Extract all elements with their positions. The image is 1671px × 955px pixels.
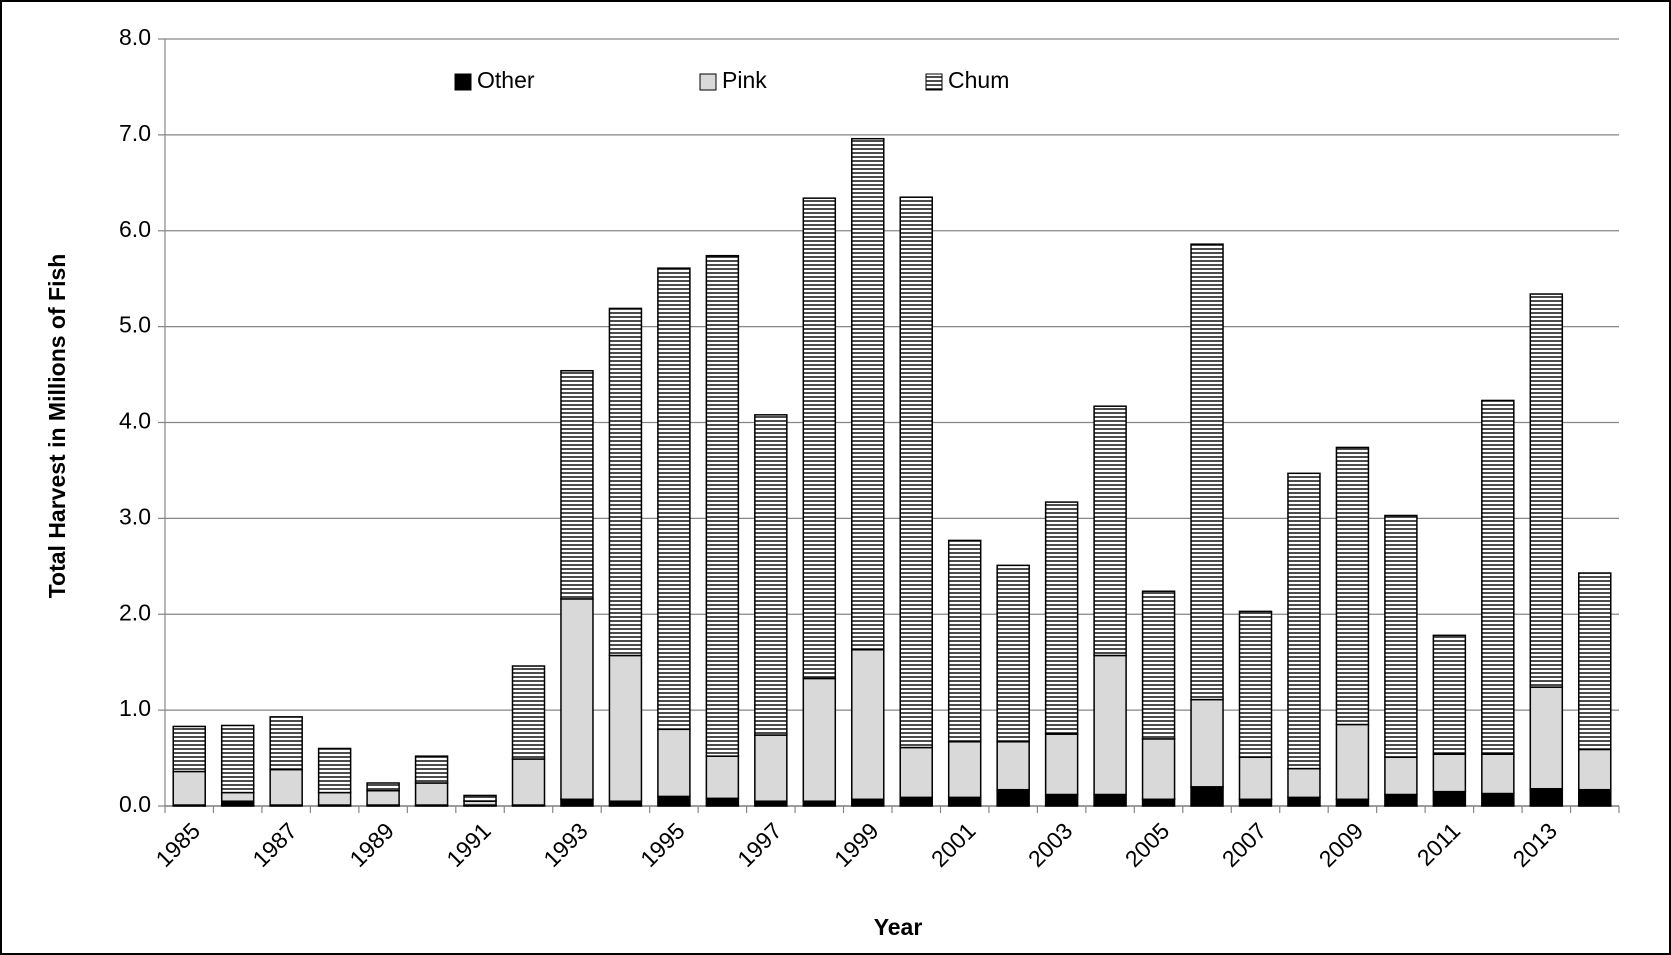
bar-segment (1578, 748, 1612, 791)
bar-segment (317, 791, 352, 806)
legend-swatch (699, 73, 717, 91)
bar-segment (1093, 405, 1127, 657)
bar-segment (1432, 790, 1467, 807)
bar-segment (414, 782, 449, 806)
bar-segment (1432, 753, 1467, 793)
bar-segment (220, 791, 255, 802)
bar-segment (1384, 756, 1418, 796)
bar-segment (1384, 514, 1418, 758)
bar-segment (754, 734, 788, 802)
bar-segment (851, 137, 885, 651)
legend-label: Pink (722, 67, 767, 93)
bar-segment (1432, 634, 1467, 755)
bar-segment (1335, 798, 1370, 807)
bar-segment (1578, 572, 1612, 751)
bar-segment (996, 788, 1030, 807)
bar-segment (317, 747, 352, 794)
bar-segment (705, 797, 740, 807)
bar-segment (560, 598, 594, 801)
bar-segment (1190, 243, 1224, 701)
bar-segment (172, 725, 206, 773)
bar-segment (1481, 399, 1515, 755)
bar-segment (996, 564, 1030, 743)
bar-segment (899, 746, 933, 799)
bar-segment (1190, 786, 1224, 807)
legend-swatch (454, 73, 472, 91)
bar-segment (1238, 756, 1273, 801)
bar-segment (220, 724, 255, 794)
bar-segment (511, 665, 546, 760)
bar-segment (754, 414, 788, 736)
y-tick-label: 1.0 (119, 695, 151, 721)
y-tick-label: 4.0 (119, 408, 151, 434)
y-tick-label: 6.0 (119, 216, 151, 242)
legend-label: Chum (948, 67, 1009, 93)
bar-segment (414, 755, 449, 784)
bar-segment (1190, 698, 1224, 788)
bar-segment (1529, 686, 1564, 790)
bar-segment (1481, 792, 1515, 807)
bar-segment (608, 654, 643, 802)
bar-segment (899, 796, 933, 807)
y-tick-label: 5.0 (119, 312, 151, 338)
bar-segment (705, 254, 740, 757)
bar-segment (657, 795, 691, 807)
legend-swatch (925, 73, 943, 91)
bar-segment (802, 197, 837, 680)
bar-segment (1093, 654, 1127, 796)
bar-segment (1044, 733, 1079, 796)
bar-segment (705, 755, 740, 800)
bar-segment (463, 794, 497, 802)
bar-segment (947, 796, 982, 807)
bar-segment (1287, 472, 1321, 770)
bar-segment (1384, 793, 1418, 807)
bar-segment (1093, 793, 1127, 807)
bar-segment (1141, 798, 1176, 807)
bar-segment (269, 768, 303, 806)
bar-segment (1529, 787, 1564, 807)
y-tick-label: 0.0 (119, 791, 151, 817)
bar-segment (1044, 501, 1079, 735)
bar-segment (608, 307, 643, 657)
bar-segment (1141, 738, 1176, 801)
bar-segment (947, 539, 982, 743)
bar-segment (1287, 796, 1321, 807)
bar-segment (996, 741, 1030, 791)
bar-segment (366, 789, 400, 806)
bar-segment (851, 648, 885, 801)
bar-segment (366, 782, 400, 792)
bar-segment (1529, 293, 1564, 688)
bar-segment (947, 741, 982, 799)
bar-segment (1287, 767, 1321, 799)
bar-segment (851, 798, 885, 807)
legend-label: Other (477, 67, 535, 93)
y-axis-title: Total Harvest in Millions of Fish (44, 254, 70, 599)
bar-segment (172, 770, 206, 806)
bar-segment (1335, 723, 1370, 801)
bar-segment (511, 758, 546, 806)
bar-segment (1238, 610, 1273, 758)
y-tick-label: 7.0 (119, 120, 151, 146)
bar-segment (657, 267, 691, 731)
y-tick-label: 3.0 (119, 503, 151, 529)
y-tick-label: 2.0 (119, 599, 151, 625)
bar-segment (802, 677, 837, 802)
bar-segment (269, 716, 303, 771)
y-tick-label: 8.0 (119, 24, 151, 50)
bar-segment (1238, 798, 1273, 807)
bar-segment (560, 369, 594, 600)
bar-segment (657, 728, 691, 798)
bar-segment (1578, 788, 1612, 807)
bar-segment (1141, 590, 1176, 740)
bar-segment (899, 196, 933, 749)
bar-segment (1335, 446, 1370, 726)
bar-segment (1044, 793, 1079, 807)
x-axis-title: Year (874, 914, 923, 940)
bar-segment (560, 798, 594, 807)
bar-segment (1481, 753, 1515, 795)
